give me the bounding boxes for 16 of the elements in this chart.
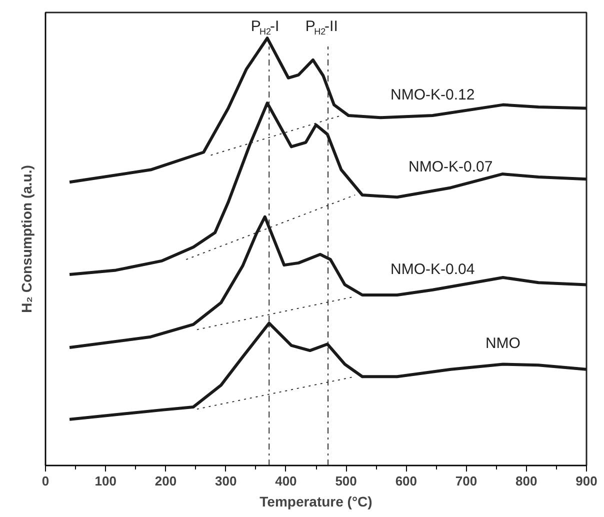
x-tick-label: 900	[576, 474, 598, 488]
x-axis-title: Temperature (°C)	[260, 494, 372, 510]
series-label: NMO-K-0.07	[408, 158, 493, 176]
x-tick-label: 0	[42, 474, 50, 488]
x-tick-label: 700	[455, 474, 478, 488]
y-axis-title: H₂ Consumption (a.u.)	[18, 165, 34, 313]
series-label: NMO	[485, 335, 520, 352]
x-tick-label: 400	[275, 474, 297, 488]
x-tick-label: 200	[154, 474, 177, 488]
x-tick-label: 100	[94, 474, 116, 488]
x-tick-label: 300	[214, 474, 237, 488]
series-label: NMO-K-0.12	[390, 86, 475, 104]
series-label: NMO-K-0.04	[390, 260, 475, 278]
x-tick-label: 600	[395, 474, 418, 488]
x-tick-label: 800	[516, 474, 538, 488]
x-tick-label: 500	[335, 474, 357, 488]
